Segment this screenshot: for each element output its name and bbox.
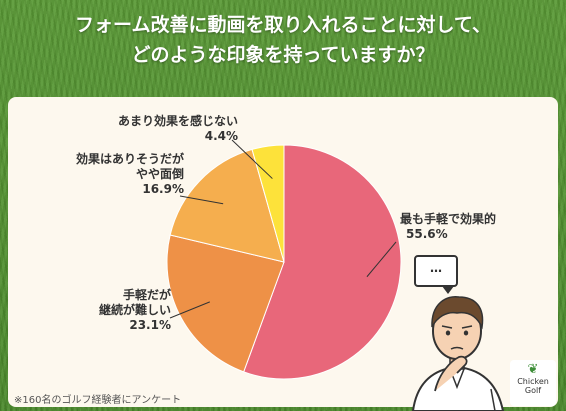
title-line-2: どのような印象を持っていますか？ bbox=[131, 44, 435, 66]
label-slice-1-text: 最も手軽で効果的 bbox=[400, 212, 497, 226]
page-title: フォーム改善に動画を取り入れることに対して、 どのような印象を持っていますか？ bbox=[0, 10, 566, 70]
thinking-man-illustration bbox=[411, 295, 505, 411]
label-slice-4-value: 4.4% bbox=[204, 129, 238, 143]
speech-bubble-text: … bbox=[430, 261, 442, 275]
pie-slice-2 bbox=[166, 234, 285, 373]
logo-text-1: Chicken bbox=[517, 377, 549, 386]
brand-logo: ❦ Chicken Golf bbox=[510, 360, 556, 406]
pie-slice-3 bbox=[169, 148, 285, 263]
speech-bubble: … bbox=[414, 255, 458, 294]
pie-slice-1 bbox=[243, 144, 402, 380]
logo-text-2: Golf bbox=[524, 386, 542, 395]
leaf-icon: ❦ bbox=[527, 362, 539, 377]
title-line-1: フォーム改善に動画を取り入れることに対して、 bbox=[75, 14, 491, 36]
label-slice-3-text-2: やや面倒 bbox=[135, 167, 184, 181]
label-slice-1-value: 55.6% bbox=[406, 227, 448, 241]
leader-line-1 bbox=[366, 241, 397, 278]
label-slice-2-text-1: 手軽だが bbox=[122, 288, 171, 302]
leader-line-3 bbox=[179, 195, 224, 205]
label-slice-2-value: 23.1% bbox=[129, 318, 171, 332]
label-slice-3-value: 16.9% bbox=[142, 182, 184, 196]
leader-line-2 bbox=[169, 301, 210, 319]
label-slice-2-text-2: 継続が難しい bbox=[98, 303, 171, 317]
label-slice-4-text: あまり効果を感じない bbox=[117, 114, 238, 128]
label-slice-1: 最も手軽で効果的 55.6% bbox=[400, 212, 496, 242]
label-slice-3-text-1: 効果はありそうだが bbox=[75, 152, 184, 166]
label-slice-4: あまり効果を感じない 4.4% bbox=[94, 114, 238, 144]
label-slice-3: 効果はありそうだが やや面倒 16.9% bbox=[38, 152, 184, 197]
label-slice-2: 手軽だが 継続が難しい 23.1% bbox=[76, 288, 171, 333]
survey-note: ※160名のゴルフ経験者にアンケート bbox=[14, 395, 182, 406]
leader-line-4 bbox=[231, 139, 273, 179]
pie-slice-4 bbox=[251, 144, 285, 263]
